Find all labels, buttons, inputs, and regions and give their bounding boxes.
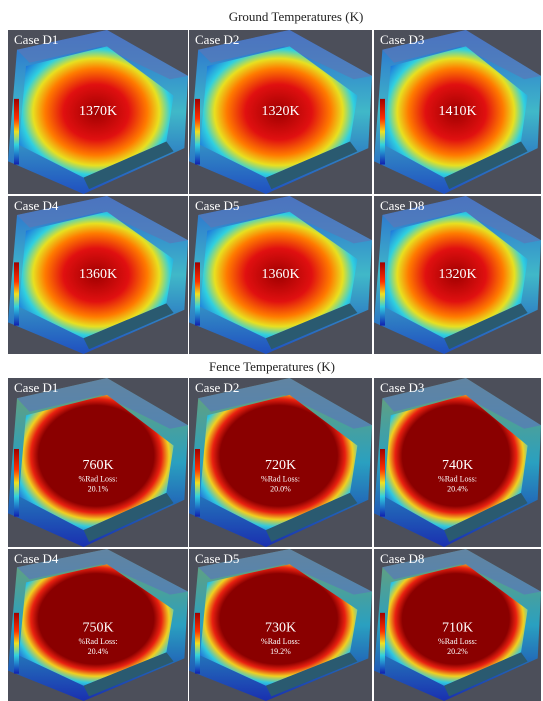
color-bar [380,262,385,325]
case-label: Case D5 [195,198,239,213]
color-bar [14,262,19,325]
rad-loss-label: %Rad Loss: [79,475,118,484]
case-label: Case D1 [14,32,58,47]
temperature-label: 1320K [438,267,476,282]
panel: Case D5 1360K [189,196,372,354]
temperature-label: 1370K [79,104,117,119]
color-bar [380,449,385,517]
rad-loss-value: 20.2% [447,647,468,656]
case-label: Case D4 [14,551,59,566]
panel: Case D2 720K %Rad Loss:20.0% [189,378,372,547]
color-bar [380,613,385,674]
temperature-label: 750K [82,620,113,635]
page: Ground Temperatures (K) Fence Temperatur… [0,0,543,701]
section-title: Fence Temperatures (K) [209,359,335,374]
panel: Case D8 710K %Rad Loss:20.2% [374,549,541,701]
temperature-label: 1410K [438,104,476,119]
panel: Case D1 1370K [8,30,188,194]
color-bar [195,449,200,517]
case-label: Case D2 [195,380,239,395]
rad-loss-value: 20.4% [447,485,468,494]
rad-loss-label: %Rad Loss: [438,637,477,646]
panel: Case D3 740K %Rad Loss:20.4% [374,378,541,547]
panel: Case D1 760K %Rad Loss:20.1% [8,378,188,547]
color-bar [380,99,385,165]
section-title: Ground Temperatures (K) [229,9,364,24]
case-label: Case D8 [380,551,424,566]
rad-loss-value: 20.4% [88,647,109,656]
case-label: Case D2 [195,32,239,47]
panel: Case D2 1320K [189,30,372,194]
temperature-label: 1320K [261,104,299,119]
temperature-label: 760K [82,458,113,473]
rad-loss-label: %Rad Loss: [79,637,118,646]
case-label: Case D5 [195,551,239,566]
panel: Case D8 1320K [374,196,541,354]
case-label: Case D4 [14,198,59,213]
color-bar [14,449,19,517]
temperature-label: 1360K [261,267,299,282]
color-bar [195,99,200,165]
temperature-label: 710K [442,620,473,635]
color-bar [14,99,19,165]
temperature-label: 1360K [79,267,117,282]
panel: Case D4 750K %Rad Loss:20.4% [8,549,188,701]
temperature-label: 730K [265,620,296,635]
figure: Ground Temperatures (K) Fence Temperatur… [0,0,543,701]
rad-loss-label: %Rad Loss: [261,637,300,646]
temperature-label: 740K [442,458,473,473]
color-bar [195,613,200,674]
panel: Case D5 730K %Rad Loss:19.2% [189,549,372,701]
color-bar [195,262,200,325]
rad-loss-value: 20.0% [270,485,291,494]
panel: Case D4 1360K [8,196,188,354]
rad-loss-value: 20.1% [88,485,109,494]
panel: Case D3 1410K [374,30,541,194]
case-label: Case D3 [380,380,424,395]
rad-loss-label: %Rad Loss: [438,475,477,484]
rad-loss-label: %Rad Loss: [261,475,300,484]
case-label: Case D1 [14,380,58,395]
rad-loss-value: 19.2% [270,647,291,656]
case-label: Case D8 [380,198,424,213]
case-label: Case D3 [380,32,424,47]
color-bar [14,613,19,674]
temperature-label: 720K [265,458,296,473]
